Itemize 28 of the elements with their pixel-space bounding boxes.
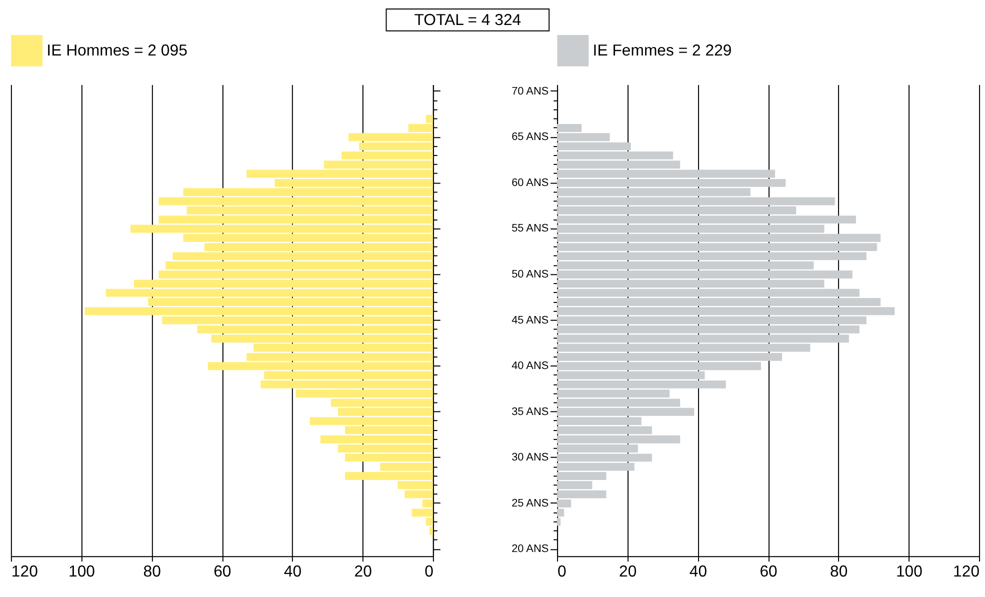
text: TOTAL = 4 324 bbox=[414, 12, 522, 29]
y-tick-label: 50 ANS bbox=[512, 268, 549, 280]
x-tick-label: 40 bbox=[689, 563, 708, 580]
x-tick-label: 0 bbox=[558, 563, 567, 580]
y-tick-label: 45 ANS bbox=[512, 314, 549, 326]
x-tick-label: 80 bbox=[143, 563, 162, 580]
y-tick-label: 35 ANS bbox=[512, 406, 549, 418]
x-tick-label: 20 bbox=[619, 563, 637, 580]
y-tick-label: 60 ANS bbox=[512, 176, 549, 189]
x-tick-label: 100 bbox=[896, 563, 923, 580]
x-tick-label: 20 bbox=[354, 563, 372, 580]
x-tick-label: 60 bbox=[760, 563, 778, 580]
x-tick-label: 0 bbox=[424, 563, 434, 580]
y-tick-label: 65 ANS bbox=[512, 131, 549, 144]
y-tick-label: 40 ANS bbox=[512, 360, 549, 372]
legend-label: IE Femmes = 2 229 bbox=[592, 42, 732, 60]
x-tick-label: 40 bbox=[284, 563, 302, 580]
y-tick-label: 25 ANS bbox=[512, 497, 549, 510]
y-tick-label: 55 ANS bbox=[512, 222, 549, 235]
y-tick-label: 70 ANS bbox=[512, 85, 549, 98]
x-tick-label: 120 bbox=[953, 563, 980, 580]
y-tick-label: 30 ANS bbox=[512, 452, 549, 464]
x-tick-label: 80 bbox=[830, 563, 848, 580]
x-tick-label: 100 bbox=[68, 563, 96, 580]
y-tick-label: 20 ANS bbox=[512, 543, 549, 556]
x-tick-label: 60 bbox=[214, 563, 232, 580]
x-tick-label: 120 bbox=[11, 563, 38, 580]
legend-label: IE Hommes = 2 095 bbox=[46, 42, 188, 60]
